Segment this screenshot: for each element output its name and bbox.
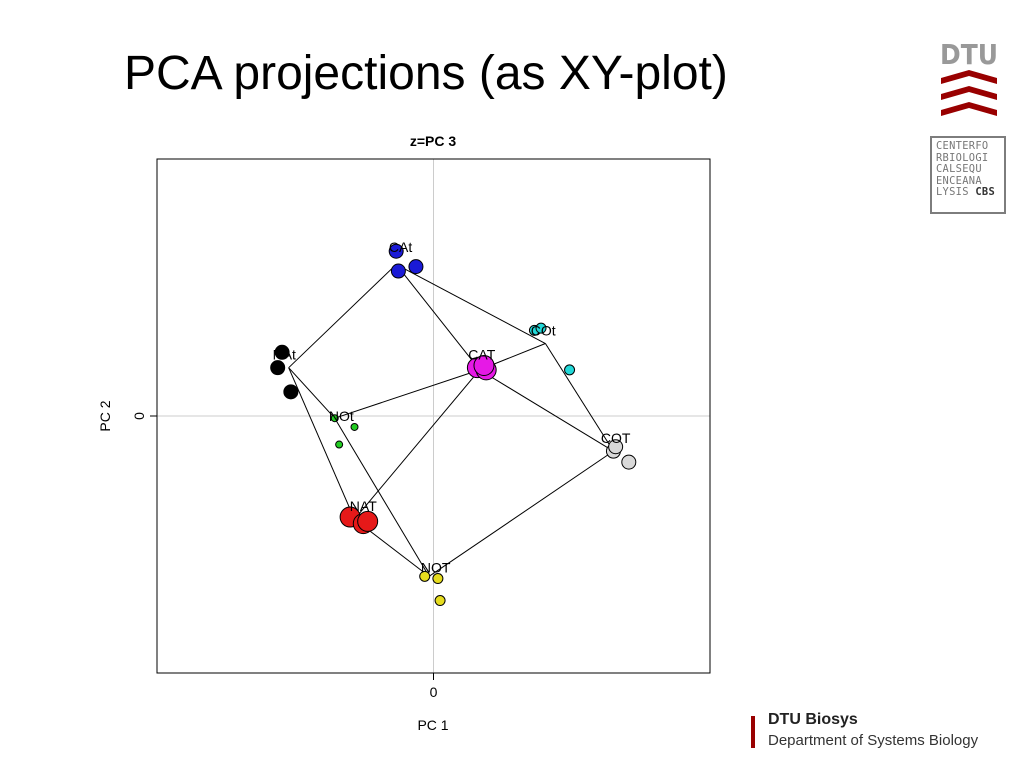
point-not-1 xyxy=(419,570,431,582)
y-tick-label-0: 0 xyxy=(131,412,147,420)
cbs-logo-line-1: CENTERFO xyxy=(936,140,989,152)
point-nat-1 xyxy=(274,344,290,360)
edge-nat-not xyxy=(288,367,336,419)
reference-lines xyxy=(157,159,710,673)
chart-title: z=PC 3 xyxy=(410,133,457,149)
cbs-logo-bold: CBS xyxy=(975,186,996,199)
point-cot-3 xyxy=(621,454,637,470)
edge-cat-cot xyxy=(479,369,614,452)
point-cat-3 xyxy=(473,354,495,376)
group-label-cat: CAT xyxy=(468,346,495,362)
point-nat-3 xyxy=(357,510,379,532)
cbs-logo-line-4: ENCEANA xyxy=(936,174,982,187)
edge-not-cot xyxy=(428,450,614,577)
edge-not-not xyxy=(334,417,430,577)
cbs-logo-line-2: RBIOLOGI xyxy=(936,151,989,164)
cbs-logo-line-5-text: LYSIS xyxy=(936,186,969,199)
point-cat-1 xyxy=(388,243,404,259)
x-axis: 0 xyxy=(430,673,438,700)
footer-department: Department of Systems Biology xyxy=(768,732,979,749)
point-not-2 xyxy=(432,573,444,585)
edge-nat-cat xyxy=(288,264,397,369)
edge-cot-cot xyxy=(544,343,614,452)
group-label-not: NOt xyxy=(329,408,354,424)
edge-not-cat xyxy=(334,369,480,419)
point-not-2 xyxy=(350,422,359,431)
dtu-logo: DTU xyxy=(940,38,998,116)
edge-nat-nat xyxy=(288,367,355,520)
group-label-cot: COT xyxy=(601,430,631,446)
y-axis-label: PC 2 xyxy=(97,400,113,431)
edge-cat-cot xyxy=(395,263,546,344)
point-cot-3 xyxy=(564,364,576,376)
point-cot-2 xyxy=(608,439,624,455)
point-nat-2 xyxy=(270,360,286,376)
dtu-wave-3 xyxy=(941,102,997,116)
edge-cat-nat xyxy=(354,369,480,520)
group-label-cot: COt xyxy=(531,322,556,338)
points-group xyxy=(270,243,637,607)
point-not-3 xyxy=(434,595,446,607)
y-axis: 0 xyxy=(131,412,157,420)
point-not-1 xyxy=(330,414,339,423)
footer-org-name: DTU Biosys xyxy=(768,711,858,728)
point-cat-3 xyxy=(408,259,424,275)
cbs-logo: CENTERFO RBIOLOGI CALSEQU ENCEANA LYSIS … xyxy=(930,136,1006,214)
point-cot-2 xyxy=(535,322,547,334)
x-axis-label: PC 1 xyxy=(417,717,448,733)
point-cat-2 xyxy=(390,263,406,279)
dtu-logo-text: DTU xyxy=(940,38,998,71)
slide-title: PCA projections (as XY-plot) xyxy=(124,47,728,100)
group-label-cat: CAt xyxy=(389,239,412,255)
dtu-wave-1 xyxy=(941,70,997,84)
x-tick-label-0: 0 xyxy=(430,684,438,700)
cbs-logo-line-3: CALSEQU xyxy=(936,163,982,176)
point-not-3 xyxy=(335,440,344,449)
dtu-wave-2 xyxy=(941,86,997,100)
cbs-logo-line-5: LYSIS CBS xyxy=(936,187,1004,199)
footer-accent-bar xyxy=(751,716,755,748)
edge-cat-cat xyxy=(395,264,480,371)
group-label-nat: NAT xyxy=(350,498,377,514)
group-label-not: NOT xyxy=(421,560,451,576)
point-nat-3 xyxy=(283,384,299,400)
group-labels: CAt COt NAt CAT NOt COT NAT NOT xyxy=(273,239,631,576)
group-label-nat: NAt xyxy=(273,346,296,362)
